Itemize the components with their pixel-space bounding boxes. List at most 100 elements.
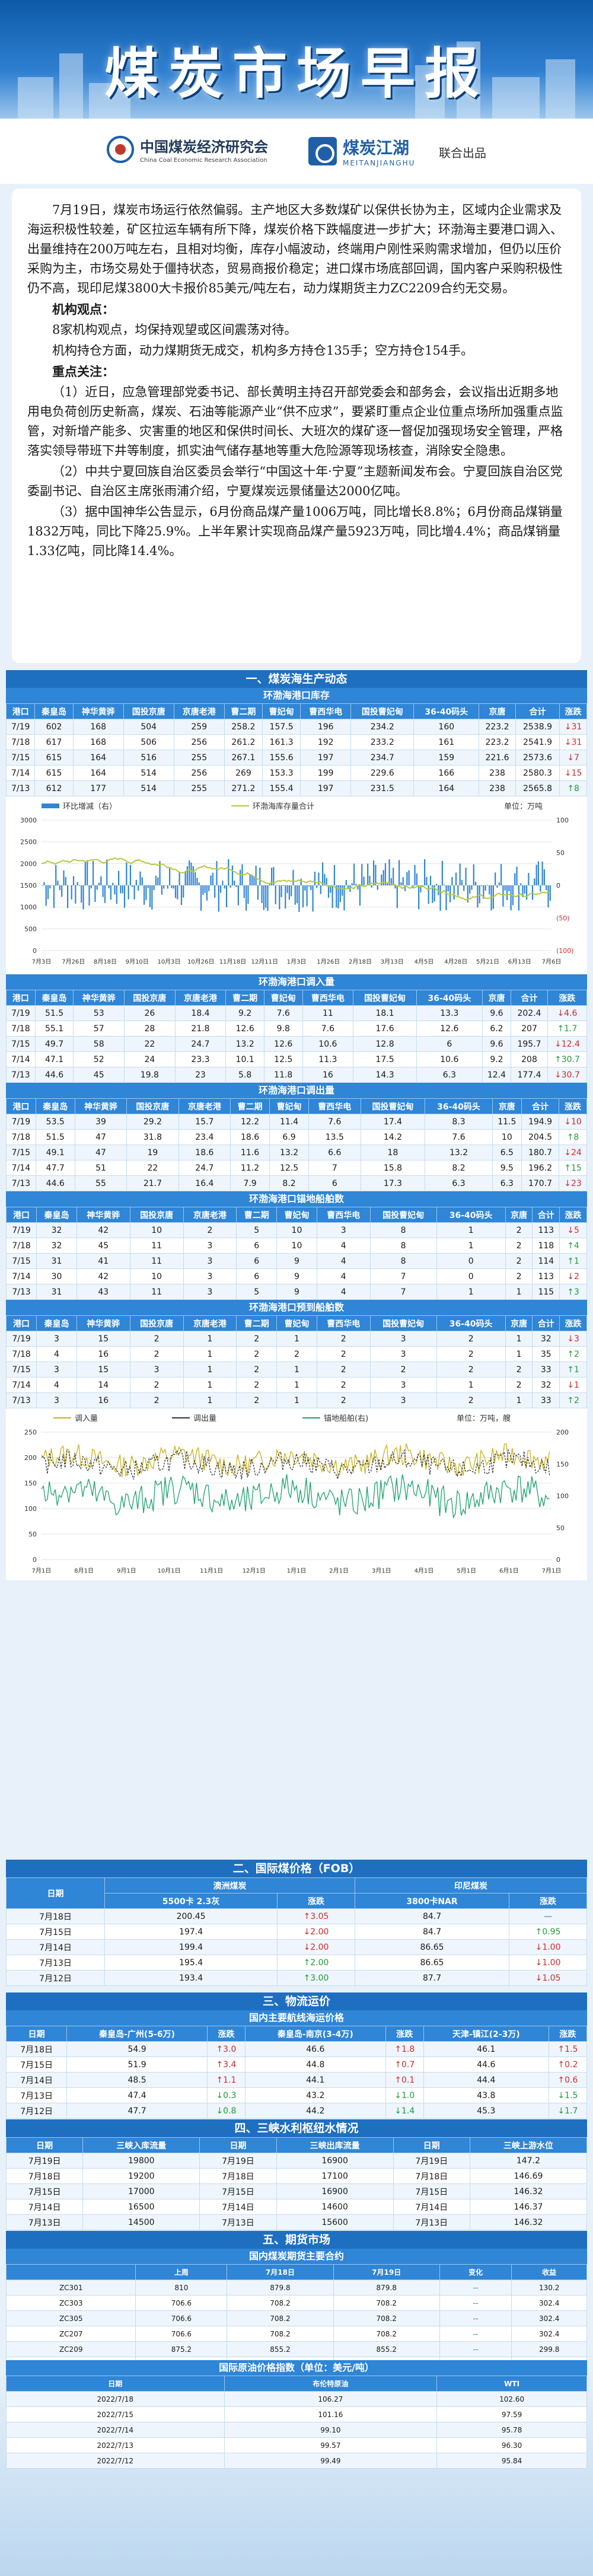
column-header: 合计 (511, 990, 548, 1006)
table-cell: 19800 (82, 2153, 200, 2169)
table-cell: 2538.9 (515, 719, 560, 735)
table-cell: 13.2 (225, 1036, 264, 1052)
table-cell: 6.5 (492, 1144, 522, 1161)
table-cell: 6.9 (269, 1129, 310, 1145)
bar (273, 867, 275, 885)
table-cell: 7/13 (5, 1392, 37, 1408)
table-cell: 2 (436, 1346, 506, 1362)
table-cell: 195.7 (511, 1036, 548, 1052)
table-cell: 9.2 (225, 1005, 264, 1021)
table-cell: 612 (34, 780, 74, 796)
table-row: 7/15 3 15 3 1 2 1 2 2 2 2 33 ↑1 (5, 1362, 587, 1378)
bar (292, 869, 294, 885)
table-row: 7月14日 16500 7月14日 14600 7月14日 146.37 (5, 2199, 588, 2215)
bar (473, 864, 474, 885)
bar (308, 885, 310, 887)
table-row: ZC209 875.2 855.2 855.2 -- 299.8 (5, 2341, 587, 2357)
table-cell: 7月18日 (5, 2041, 68, 2057)
section-port-dynamics: 一、煤炭海生产动态 环渤海港口库存 港口 秦皇岛 神华黄骅 国投京唐 京唐老港 曹二期 曹妃… (5, 670, 588, 1580)
table-cell: 194.9 (521, 1114, 560, 1130)
table-cell: 2022/7/14 (6, 2422, 225, 2438)
y-tick-label: 150 (24, 1480, 37, 1487)
meitanjianghu-emblem-icon (308, 137, 337, 165)
section-title: 一、煤炭海生产动态 (6, 670, 587, 688)
table-cell: 255 (173, 750, 225, 766)
table-cell: 3 (183, 1268, 237, 1284)
y-tick-label: 0 (33, 1556, 37, 1564)
table-cell: 199 (300, 765, 352, 781)
bar (129, 865, 132, 885)
bar (118, 871, 120, 885)
table-cell: 164 (72, 765, 124, 781)
table-cell: 2 (129, 1331, 184, 1347)
bar (549, 885, 551, 901)
column-header: 京唐老港 (178, 1098, 231, 1114)
table-header-row: 上周 7月18日 7月19日 变化 收益 (5, 2264, 587, 2280)
table-cell: 1 (276, 1392, 317, 1408)
table-cell: 42 (76, 1268, 130, 1284)
table-cell: 101.16 (224, 2406, 438, 2422)
bar (192, 866, 194, 885)
table-cell: 7月18日 (5, 1908, 106, 1924)
table-cell: 17100 (276, 2168, 394, 2184)
table-cell: 42 (76, 1222, 130, 1238)
table-cell: ↑3.05 (277, 1908, 355, 1924)
table-cell: 7月18日 (5, 2168, 84, 2184)
table-cell: ↓7 (559, 750, 587, 766)
table-cell: 2 (316, 1346, 371, 1362)
column-header: 京唐 (482, 990, 512, 1006)
table-cell: 2 (316, 1377, 371, 1393)
bar (53, 885, 55, 908)
x-tick-label: 2月18日 (349, 958, 372, 965)
table-cell: 516 (123, 750, 174, 766)
bar (381, 874, 382, 885)
table-cell: 12.5 (269, 1160, 310, 1176)
table-cell: 302.4 (511, 2310, 587, 2326)
table-cell: 4 (316, 1253, 371, 1269)
bar (347, 885, 349, 889)
table-cell: 47.4 (66, 2087, 208, 2103)
table-cell: 9.5 (492, 1160, 522, 1176)
bar (314, 871, 315, 885)
table-cell: ↓1.05 (509, 1970, 587, 1986)
bar (235, 885, 237, 887)
table-cell: 223.2 (479, 734, 516, 750)
y-right-tick-label: 0 (556, 882, 560, 890)
bar (463, 885, 465, 891)
bar (180, 885, 183, 906)
table-header-row: 港口 秦皇岛 神华黄骅 国投京唐 京唐老港 曹二期 曹妃甸 曹西华电 国投曹妃甸 36-40码头京… (5, 703, 587, 719)
table-cell: 168 (72, 719, 124, 735)
bar (390, 878, 392, 885)
bar (336, 885, 337, 908)
bar (408, 870, 410, 885)
table-cell: 6 (308, 1175, 361, 1191)
bar (196, 878, 198, 885)
bar (114, 885, 116, 895)
table-row: 7月18日 19200 7月18日 17100 7月18日 146.69 (5, 2168, 588, 2184)
table-cell: 267.1 (224, 750, 263, 766)
bar (43, 882, 45, 885)
bar (306, 885, 308, 907)
table-cell: 115 (532, 1284, 560, 1300)
expected-ships-table: 港口 秦皇岛 神华黄骅 国投京唐 京唐老港 曹二期 曹妃甸 曹西华电 国投曹妃甸 36-40码头京… (5, 1315, 587, 1408)
table-cell: 2 (316, 1331, 371, 1347)
table-row: 7月15日 17000 7月15日 16900 7月15日 146.32 (5, 2183, 588, 2199)
table-cell: 208 (511, 1051, 548, 1067)
table-cell: ↓0.3 (206, 2087, 246, 2103)
bar (225, 885, 228, 907)
table-header-row: 港口 秦皇岛 神华黄骅 国投京唐 京唐老港 曹二期 曹妃甸 曹西华电 国投曹妃甸 36-40码头京… (6, 990, 588, 1006)
table-cell: 706.6 (135, 2326, 228, 2342)
table-cell: 7/19 (6, 1114, 36, 1130)
x-tick-label: 12月1日 (243, 1567, 266, 1574)
table-cell: 3 (316, 1222, 371, 1238)
bar (540, 885, 541, 892)
bar (445, 885, 447, 910)
table-row: 2022/7/14 99.10 95.78 (6, 2422, 587, 2438)
bar (139, 871, 141, 885)
bar (418, 885, 420, 910)
column-header: 36-40码头 (413, 703, 480, 719)
bar (534, 878, 535, 885)
bar (269, 883, 270, 885)
table-cell: 2022/7/18 (6, 2391, 225, 2407)
table-cell: 269 (224, 765, 263, 781)
